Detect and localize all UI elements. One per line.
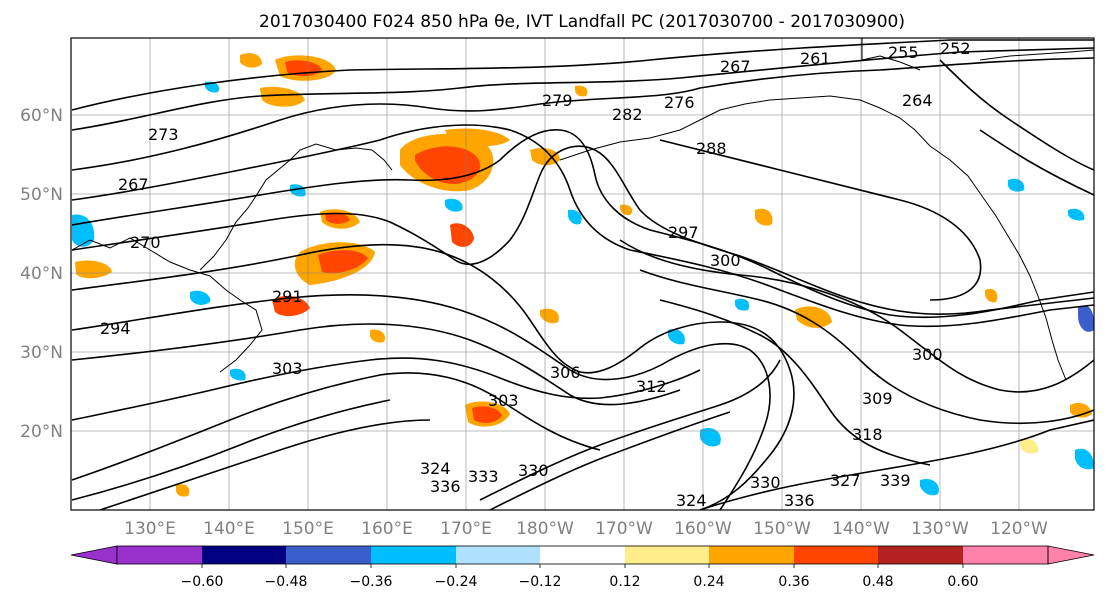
- contour-label: 261: [800, 49, 831, 68]
- lon-label: 120°W: [990, 519, 1048, 539]
- contour-label: 303: [272, 359, 303, 378]
- colorbar-tick-label: 0.48: [862, 574, 893, 590]
- contour-label: 252: [940, 39, 971, 58]
- lon-label: 170°W: [595, 519, 653, 539]
- colorbar-segment: [202, 546, 286, 564]
- colorbar-segment: [371, 546, 456, 564]
- contour-label: 276: [664, 93, 695, 112]
- colorbar-segment: [794, 546, 878, 564]
- lat-label: 20°N: [20, 422, 63, 442]
- contour-label: 294: [100, 319, 131, 338]
- colorbar-segment: [286, 546, 371, 564]
- colorbar-tick-label: 0.12: [609, 574, 640, 590]
- lon-label: 140°W: [832, 519, 890, 539]
- colorbar-extend-min: [70, 545, 118, 565]
- colorbar-tick-label: −0.48: [265, 574, 308, 590]
- contour-label: 300: [710, 251, 741, 270]
- colorbar-segment: [456, 546, 540, 564]
- contour-label: 282: [612, 105, 643, 124]
- contour-label: 303: [488, 391, 519, 410]
- gridlines: [71, 38, 1094, 510]
- contour-label: 339: [880, 471, 911, 490]
- lat-label: 50°N: [20, 185, 63, 205]
- contour-label: 267: [118, 175, 149, 194]
- lat-label: 60°N: [20, 106, 63, 126]
- contour-label: 327: [830, 471, 861, 490]
- contour-label: 312: [636, 377, 667, 396]
- anomaly-patches: [72, 53, 1094, 497]
- colorbar-tick-label: −0.24: [435, 574, 478, 590]
- contour-label: 333: [468, 467, 499, 486]
- contour-label: 300: [912, 345, 943, 364]
- lon-label: 140°E: [203, 519, 255, 539]
- lon-label: 150°E: [282, 519, 334, 539]
- contour-label: 306: [550, 363, 581, 382]
- contour-label: 297: [668, 223, 699, 242]
- contour-label: 279: [542, 91, 573, 110]
- colorbar-segment: [540, 546, 625, 564]
- colorbar-segment: [709, 546, 794, 564]
- contour-label: 288: [696, 139, 727, 158]
- colorbar: −0.60 −0.48 −0.36 −0.24 −0.12 0.12 0.24 …: [70, 545, 1095, 590]
- contour-label: 318: [852, 425, 883, 444]
- contour-label: 309: [862, 389, 893, 408]
- colorbar-tick-label: −0.36: [350, 574, 393, 590]
- colorbar-segment: [625, 546, 709, 564]
- colorbar-tick-label: −0.12: [519, 574, 562, 590]
- map-area: 273 267 270 261 255 252 267 264 279 282 …: [70, 37, 1095, 511]
- lon-label: 180°W: [516, 519, 574, 539]
- colorbar-frame: [116, 545, 1049, 565]
- colorbar-tick-label: 0.60: [947, 574, 978, 590]
- map-frame: [70, 37, 1095, 511]
- contour-label: 273: [148, 125, 179, 144]
- contour-label: 336: [784, 491, 815, 510]
- contour-label: 336: [430, 477, 461, 496]
- contour-label: 255: [888, 43, 919, 62]
- lon-label: 160°E: [361, 519, 413, 539]
- lon-label: 150°W: [753, 519, 811, 539]
- contour-label: 291: [272, 287, 303, 306]
- latitude-labels: 60°N 50°N 40°N 30°N 20°N: [20, 106, 63, 442]
- figure-title: 2017030400 F024 850 hPa θe, IVT Landfall…: [259, 12, 905, 32]
- colorbar-segment: [117, 546, 202, 564]
- lat-label: 40°N: [20, 264, 63, 284]
- lon-label: 170°E: [440, 519, 492, 539]
- coastlines: [71, 38, 1094, 381]
- contour-labels: 273 267 270 261 255 252 267 264 279 282 …: [100, 39, 971, 510]
- lon-label: 160°W: [674, 519, 732, 539]
- colorbar-extend-max: [1047, 545, 1095, 565]
- lon-label: 130°E: [124, 519, 176, 539]
- contour-label: 324: [420, 459, 451, 478]
- colorbar-tick-label: −0.60: [181, 574, 224, 590]
- lat-label: 30°N: [20, 343, 63, 363]
- contour-label: 330: [750, 473, 781, 492]
- contour-label: 267: [720, 57, 751, 76]
- longitude-labels: 130°E 140°E 150°E 160°E 170°E 180°W 170°…: [124, 519, 1048, 539]
- colorbar-segment: [963, 546, 1048, 564]
- contour-label: 264: [902, 91, 933, 110]
- theta-e-contours: [71, 39, 1094, 510]
- contour-label: 270: [130, 233, 161, 252]
- contour-label: 324: [676, 491, 707, 510]
- lon-label: 130°W: [911, 519, 969, 539]
- colorbar-tick-label: 0.36: [778, 574, 809, 590]
- colorbar-tick-label: 0.24: [693, 574, 724, 590]
- colorbar-segment: [878, 546, 963, 564]
- contour-label: 330: [518, 461, 549, 480]
